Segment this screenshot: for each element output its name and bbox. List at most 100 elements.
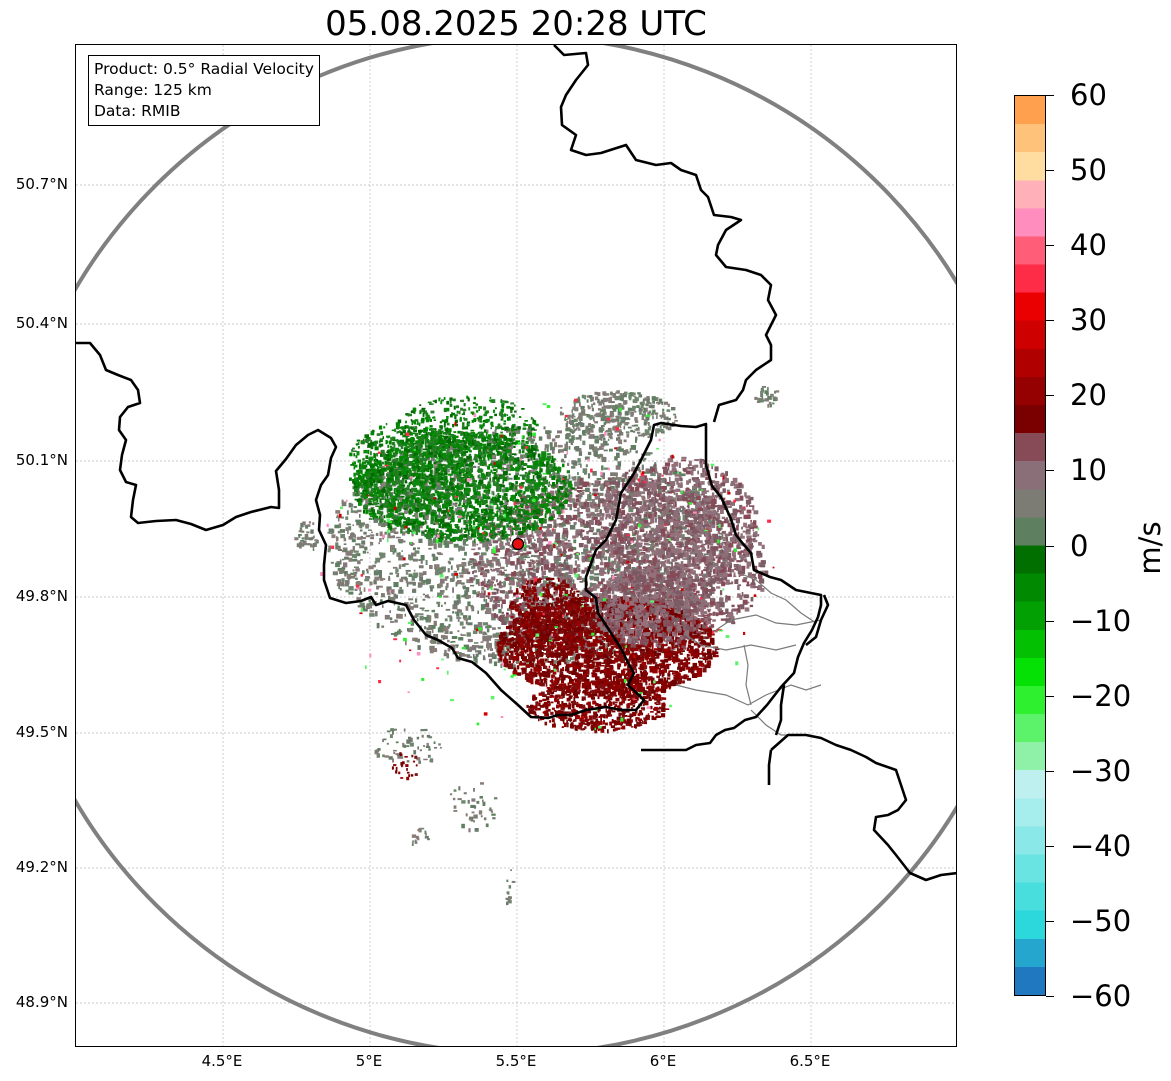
echo-pixel — [415, 613, 419, 618]
echo-pixel — [714, 562, 719, 567]
echo-pixel — [562, 540, 565, 547]
echo-pixel — [392, 535, 395, 539]
echo-pixel — [497, 509, 502, 513]
echo-pixel — [577, 472, 579, 476]
echo-pixel — [473, 560, 478, 566]
echo-pixel — [541, 561, 546, 565]
echo-pixel — [725, 618, 731, 623]
echo-pixel — [557, 430, 562, 434]
echo-pixel — [507, 614, 512, 618]
echo-pixel — [524, 572, 526, 576]
echo-pixel — [399, 452, 404, 457]
echo-pixel — [501, 611, 504, 614]
echo-pixel — [726, 595, 731, 601]
echo-pixel — [741, 526, 743, 530]
echo-pixel — [411, 509, 417, 512]
echo-pixel — [509, 627, 512, 632]
echo-pixel — [589, 491, 591, 495]
echo-pixel — [493, 653, 495, 657]
echo-pixel — [498, 608, 502, 614]
echo-pixel — [561, 534, 566, 540]
echo-pixel — [617, 479, 621, 482]
echo-pixel — [505, 558, 510, 565]
echo-pixel — [492, 540, 498, 544]
echo-pixel — [479, 555, 484, 561]
echo-pixel — [705, 581, 711, 586]
echo-pixel — [580, 534, 583, 538]
echo-pixel — [447, 540, 453, 545]
echo-pixel — [493, 599, 497, 604]
echo-pixel — [625, 545, 629, 550]
echo-pixel — [443, 485, 447, 489]
echo-pixel — [546, 527, 550, 533]
echo-pixel — [437, 514, 441, 519]
echo-pixel — [533, 565, 536, 569]
echo-pixel — [708, 535, 712, 540]
echo-pixel — [406, 581, 409, 587]
echo-pixel — [609, 562, 615, 567]
echo-pixel — [433, 461, 440, 466]
echo-pixel — [711, 524, 716, 529]
echo-pixel — [480, 513, 486, 516]
echo-pixel — [345, 516, 349, 520]
echo-pixel — [761, 544, 765, 549]
echo-pixel — [614, 570, 617, 574]
echo-pixel — [414, 598, 418, 603]
echo-pixel — [572, 514, 578, 520]
echo-pixel — [643, 560, 645, 564]
echo-pixel — [449, 532, 452, 537]
echo-pixel — [485, 599, 488, 605]
echo-pixel — [679, 541, 683, 543]
echo-pixel — [577, 568, 581, 572]
echo-pixel — [613, 472, 618, 476]
echo-pixel — [518, 520, 524, 524]
echo-pixel — [731, 613, 734, 618]
echo-pixel — [616, 452, 620, 458]
echo-pixel — [597, 647, 601, 650]
echo-pixel — [457, 608, 461, 613]
echo-pixel — [589, 434, 595, 439]
echo-pixel — [564, 538, 568, 541]
echo-pixel — [508, 473, 511, 476]
echo-pixel — [708, 538, 711, 541]
echo-pixel — [463, 617, 469, 621]
echo-pixel — [434, 520, 440, 525]
echo-pixel — [594, 495, 600, 500]
echo-pixel — [631, 567, 636, 571]
echo-pixel — [451, 528, 457, 534]
echo-pixel — [609, 448, 613, 452]
echo-pixel — [661, 477, 667, 483]
echo-pixel — [699, 573, 704, 576]
echo-pixel — [741, 568, 746, 571]
echo-pixel — [472, 562, 478, 567]
echo-pixel — [584, 473, 587, 475]
echo-pixel — [488, 532, 491, 537]
echo-pixel — [613, 543, 618, 546]
echo-pixel — [524, 659, 528, 665]
echo-pixel — [521, 442, 525, 448]
echo-pixel — [479, 460, 483, 466]
echo-pixel — [685, 524, 691, 528]
echo-pixel — [520, 560, 525, 565]
echo-pixel — [565, 441, 568, 445]
echo-pixel — [675, 488, 681, 492]
echo-pixel — [398, 541, 403, 544]
echo-pixel — [420, 513, 422, 517]
echo-pixel — [351, 532, 354, 537]
echo-pixel — [742, 599, 748, 605]
echo-pixel — [653, 598, 657, 603]
echo-pixel — [654, 589, 660, 591]
echo-pixel — [494, 641, 498, 646]
echo-pixel — [534, 647, 537, 652]
echo-pixel — [550, 490, 555, 496]
echo-pixel — [651, 513, 657, 516]
echo-pixel — [374, 474, 379, 480]
echo-pixel — [485, 595, 490, 598]
echo-pixel — [387, 532, 391, 538]
echo-pixel — [586, 516, 591, 519]
echo-pixel — [398, 589, 404, 594]
echo-pixel — [337, 530, 342, 534]
echo-pixel — [529, 534, 533, 537]
echo-pixel — [614, 558, 617, 564]
echo-pixel — [587, 550, 592, 554]
